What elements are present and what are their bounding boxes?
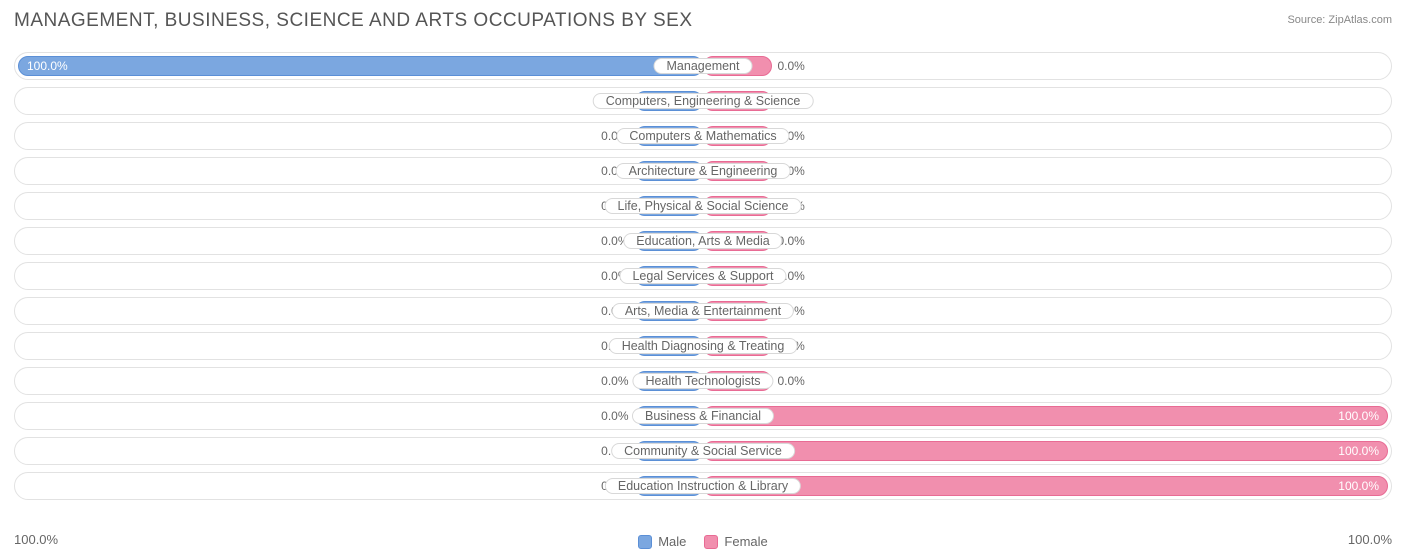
chart-row: 0.0%0.0%Legal Services & Support (14, 262, 1392, 290)
chart-row: 0.0%0.0%Computers, Engineering & Science (14, 87, 1392, 115)
category-label: Education Instruction & Library (605, 478, 801, 494)
legend-label-male: Male (658, 534, 686, 549)
chart-row: 0.0%0.0%Health Diagnosing & Treating (14, 332, 1392, 360)
female-value: 100.0% (1338, 444, 1379, 458)
legend-item-male: Male (638, 534, 686, 549)
category-label: Management (654, 58, 753, 74)
female-value: 100.0% (1338, 409, 1379, 423)
chart-row: 0.0%100.0%Community & Social Service (14, 437, 1392, 465)
category-label: Education, Arts & Media (623, 233, 782, 249)
female-bar: 100.0% (703, 476, 1388, 496)
category-label: Legal Services & Support (619, 268, 786, 284)
category-label: Architecture & Engineering (616, 163, 791, 179)
chart-row: 0.0%0.0%Arts, Media & Entertainment (14, 297, 1392, 325)
category-label: Health Technologists (632, 373, 773, 389)
category-label: Business & Financial (632, 408, 774, 424)
chart-area: 100.0%0.0%Management0.0%0.0%Computers, E… (14, 52, 1392, 519)
category-label: Health Diagnosing & Treating (609, 338, 798, 354)
female-bar: 100.0% (703, 406, 1388, 426)
female-value: 0.0% (772, 56, 832, 76)
category-label: Community & Social Service (611, 443, 795, 459)
legend: Male Female (0, 534, 1406, 549)
chart-row: 0.0%0.0%Computers & Mathematics (14, 122, 1392, 150)
chart-row: 100.0% 0.0% Management (14, 52, 1392, 80)
chart-row: 0.0% 100.0% Business & Financial (14, 402, 1392, 430)
chart-title: MANAGEMENT, BUSINESS, SCIENCE AND ARTS O… (14, 10, 693, 32)
legend-swatch-male (638, 535, 652, 549)
chart-row: 0.0% 0.0%Health Technologists (14, 367, 1392, 395)
chart-row: 0.0%100.0%Education Instruction & Librar… (14, 472, 1392, 500)
female-bar: 100.0% (703, 441, 1388, 461)
male-value: 0.0% (575, 406, 635, 426)
legend-item-female: Female (704, 534, 767, 549)
category-label: Life, Physical & Social Science (605, 198, 802, 214)
chart-row: 0.0%0.0%Architecture & Engineering (14, 157, 1392, 185)
category-label: Computers & Mathematics (616, 128, 789, 144)
male-value: 0.0% (575, 371, 635, 391)
legend-swatch-female (704, 535, 718, 549)
category-label: Arts, Media & Entertainment (612, 303, 794, 319)
category-label: Computers, Engineering & Science (593, 93, 814, 109)
female-value: 0.0% (772, 371, 832, 391)
chart-row: 0.0%0.0%Education, Arts & Media (14, 227, 1392, 255)
female-value: 100.0% (1338, 479, 1379, 493)
male-bar: 100.0% (18, 56, 703, 76)
chart-row: 0.0%0.0%Life, Physical & Social Science (14, 192, 1392, 220)
legend-label-female: Female (724, 534, 767, 549)
male-value: 100.0% (27, 59, 68, 73)
source-attribution: Source: ZipAtlas.com (1287, 14, 1392, 26)
